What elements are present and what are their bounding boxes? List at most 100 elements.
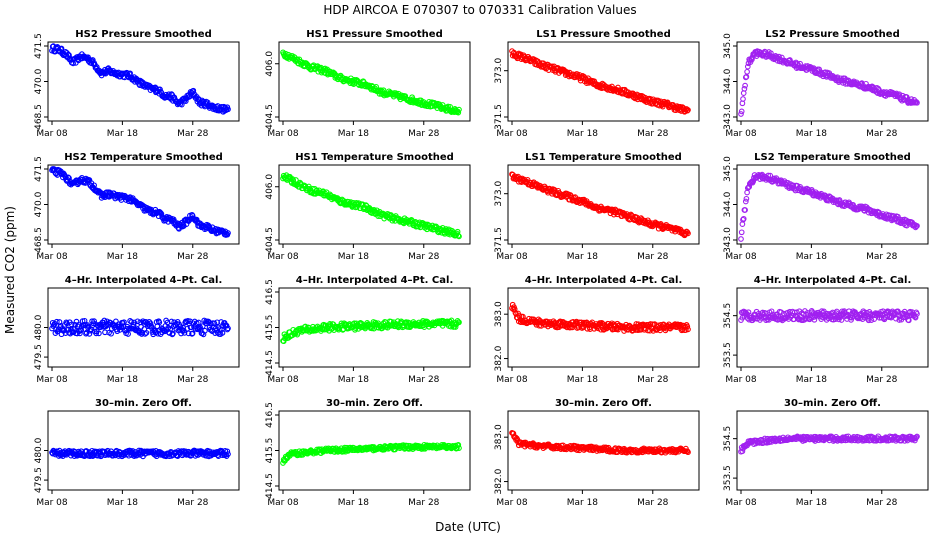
panel-3: LS1 Pressure Smoothed Mar 08 Mar 18 Mar 28 3… (494, 29, 700, 139)
x-tick-label: Mar 28 (866, 498, 898, 508)
panel-8: LS2 Temperature Smoothed Mar 08 Mar 18 Mar … (723, 152, 929, 262)
y-tick-label: 373.0 (494, 181, 504, 207)
x-tick-label: Mar 28 (408, 252, 440, 262)
panel-title: LS2 Pressure Smoothed (765, 29, 899, 40)
data-point (197, 99, 204, 105)
data-point (811, 316, 818, 323)
x-tick-label: Mar 18 (567, 375, 599, 385)
panel-16: 30–min. Zero Off. Mar 08 Mar 18 Mar 28 353.5… (723, 398, 929, 508)
panel-12: 4–Hr. Interpolated 4–Pt. Cal. Mar 08 Mar 1… (723, 275, 929, 385)
data-point (101, 317, 108, 324)
data-series (280, 317, 462, 345)
data-point (744, 68, 750, 75)
y-tick-label: 382.0 (494, 345, 504, 371)
data-point (142, 331, 148, 337)
data-point (157, 86, 163, 93)
data-point (219, 330, 226, 336)
data-point (742, 198, 749, 205)
panel-1: HS2 Pressure Smoothed Mar 08 Mar 18 Mar 28 4… (34, 29, 240, 139)
data-point (225, 451, 231, 457)
y-tick-label: 479.5 (34, 344, 44, 370)
data-series (738, 433, 920, 455)
data-point (202, 327, 208, 334)
y-tick-label: 382.0 (494, 468, 504, 494)
x-axis-label: Date (UTC) (435, 520, 501, 534)
data-point (170, 330, 176, 337)
y-tick-label: 470.0 (34, 191, 44, 217)
data-point (914, 99, 920, 106)
data-point (125, 331, 131, 337)
data-series (49, 447, 231, 460)
panel-15: 30–min. Zero Off. Mar 08 Mar 18 Mar 28 382.0… (494, 398, 700, 508)
data-point (889, 216, 896, 223)
data-point (108, 330, 114, 337)
y-tick-label: 343.0 (723, 104, 733, 130)
x-tick-label: Mar 28 (637, 498, 669, 508)
x-tick-label: Mar 08 (725, 129, 757, 139)
panel-title: 30–min. Zero Off. (326, 398, 423, 409)
y-tick-label: 345.0 (723, 156, 733, 182)
data-point (151, 210, 158, 217)
data-series (280, 49, 462, 116)
data-point (100, 323, 107, 330)
y-tick-label: 383.0 (494, 301, 504, 327)
y-tick-label: 415.5 (265, 315, 275, 341)
data-point (740, 96, 746, 102)
x-tick-label: Mar 08 (725, 375, 757, 385)
y-tick-label: 345.0 (723, 33, 733, 59)
y-tick-label: 406.0 (265, 174, 275, 200)
data-point (455, 442, 462, 448)
x-tick-label: Mar 08 (267, 129, 299, 139)
data-point (96, 330, 102, 337)
y-tick-label: 373.0 (494, 58, 504, 84)
y-tick-label: 354.5 (723, 303, 733, 329)
y-tick-label: 414.5 (265, 350, 275, 376)
data-point (511, 306, 518, 312)
y-tick-label: 480.0 (34, 437, 44, 463)
x-tick-label: Mar 18 (567, 129, 599, 139)
y-tick-label: 383.0 (494, 424, 504, 450)
data-series (280, 172, 462, 240)
data-point (280, 338, 287, 345)
panel-title: HS2 Pressure Smoothed (75, 29, 211, 40)
plot-frame (507, 164, 700, 245)
y-tick-label: 406.0 (265, 51, 275, 77)
data-point (684, 107, 691, 114)
x-tick-label: Mar 08 (36, 252, 68, 262)
x-tick-label: Mar 28 (637, 375, 669, 385)
x-tick-label: Mar 18 (107, 375, 139, 385)
data-point (78, 327, 85, 334)
data-series (280, 441, 462, 466)
plot-frame (736, 410, 929, 491)
data-point (738, 108, 745, 115)
x-tick-label: Mar 28 (866, 129, 898, 139)
y-tick-label: 344.0 (723, 68, 733, 94)
plot-frame (278, 41, 471, 122)
panel-title: 4–Hr. Interpolated 4–Pt. Cal. (754, 275, 912, 286)
data-point (741, 85, 748, 92)
y-tick-label: 371.5 (494, 104, 504, 130)
panel-title: LS1 Pressure Smoothed (536, 29, 670, 40)
x-tick-label: Mar 08 (267, 252, 299, 262)
panel-14: 30–min. Zero Off. Mar 08 Mar 18 Mar 28 414.5… (265, 398, 471, 508)
x-tick-label: Mar 18 (107, 129, 139, 139)
panel-grid: HS2 Pressure Smoothed Mar 08 Mar 18 Mar 28 4… (34, 29, 929, 508)
data-point (550, 318, 557, 325)
data-point (452, 324, 459, 330)
plot-frame (507, 287, 700, 368)
x-tick-label: Mar 08 (725, 252, 757, 262)
data-point (104, 318, 110, 325)
data-point (455, 109, 462, 116)
y-axis-label: Measured CO2 (ppm) (3, 206, 17, 334)
panel-title: 30–min. Zero Off. (555, 398, 652, 409)
data-point (218, 326, 225, 333)
data-point (454, 445, 460, 452)
x-tick-label: Mar 08 (36, 498, 68, 508)
plot-frame (736, 287, 929, 368)
panel-title: 30–min. Zero Off. (784, 398, 881, 409)
y-tick-label: 471.5 (34, 156, 44, 182)
y-tick-label: 414.5 (265, 473, 275, 499)
data-point (685, 107, 691, 113)
data-series (738, 171, 920, 242)
x-tick-label: Mar 08 (496, 375, 528, 385)
